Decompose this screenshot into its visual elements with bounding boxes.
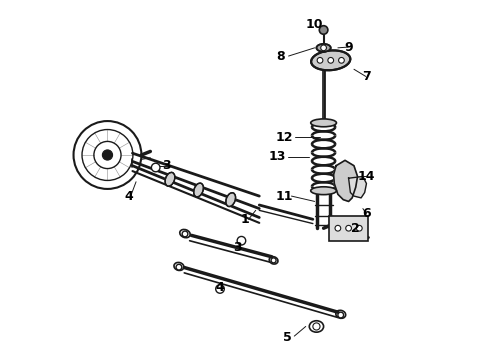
Text: 1: 1 [241, 213, 249, 226]
Circle shape [319, 26, 328, 34]
Circle shape [321, 45, 326, 51]
Text: 14: 14 [358, 170, 375, 183]
Text: 3: 3 [162, 159, 171, 172]
Circle shape [317, 58, 323, 63]
Text: 6: 6 [362, 207, 371, 220]
Polygon shape [348, 176, 367, 198]
FancyBboxPatch shape [329, 216, 368, 241]
Text: 9: 9 [344, 41, 353, 54]
Circle shape [335, 225, 341, 231]
Polygon shape [334, 160, 358, 202]
Text: 8: 8 [276, 50, 285, 63]
Text: 2: 2 [351, 222, 360, 235]
Circle shape [346, 225, 351, 231]
Circle shape [328, 58, 334, 63]
Circle shape [356, 225, 362, 231]
Ellipse shape [317, 44, 331, 52]
Text: 10: 10 [306, 18, 323, 31]
Circle shape [151, 163, 160, 172]
Circle shape [176, 264, 182, 270]
Circle shape [102, 150, 113, 160]
Text: 7: 7 [362, 70, 371, 83]
Text: 3: 3 [234, 241, 242, 255]
Circle shape [216, 285, 224, 293]
Ellipse shape [226, 193, 236, 207]
Circle shape [313, 323, 320, 330]
Ellipse shape [165, 172, 175, 186]
Circle shape [182, 231, 188, 237]
Ellipse shape [311, 187, 337, 195]
Text: 4: 4 [124, 190, 133, 203]
Circle shape [338, 312, 343, 318]
Ellipse shape [311, 50, 350, 70]
Ellipse shape [194, 183, 203, 197]
Circle shape [271, 258, 276, 263]
Circle shape [237, 237, 245, 245]
Text: 11: 11 [275, 190, 293, 203]
Text: 4: 4 [216, 281, 224, 294]
Text: 12: 12 [275, 131, 293, 144]
Text: 13: 13 [269, 150, 286, 163]
Circle shape [339, 58, 344, 63]
Ellipse shape [311, 119, 337, 127]
Text: 5: 5 [284, 331, 292, 344]
